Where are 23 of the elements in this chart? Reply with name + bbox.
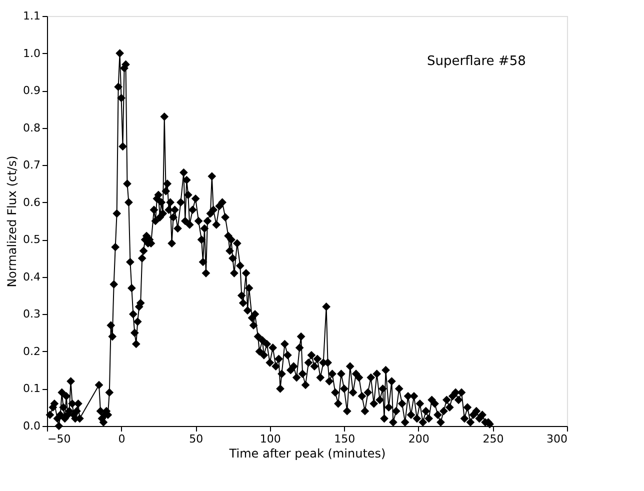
x-tick-label: 300: [546, 432, 568, 446]
x-axis-title: Time after peak (minutes): [228, 446, 386, 460]
x-tick-label: 100: [260, 432, 281, 446]
y-tick-label: 0.6: [23, 196, 40, 209]
x-tick-label: −50: [48, 432, 71, 446]
y-tick-label: 0.9: [23, 84, 40, 98]
y-tick-label: 0.2: [23, 344, 40, 358]
y-axis-title: Normalized Flux (ct/s): [5, 156, 20, 288]
y-tick-label: 0.4: [23, 270, 40, 284]
y-tick-label: 0.3: [23, 308, 40, 321]
y-tick-label: 0.1: [23, 382, 40, 396]
y-tick-label: 0.7: [23, 158, 40, 172]
annotation: Superflare #58: [427, 54, 526, 69]
x-tick-label: 250: [482, 432, 504, 446]
x-tick-label: 150: [334, 432, 356, 446]
x-tick-label: 200: [408, 432, 430, 446]
y-tick-label: 0.8: [23, 121, 40, 134]
x-tick-label: 50: [189, 432, 204, 446]
y-tick-label: 1.1: [23, 10, 40, 22]
x-tick-label: 0: [118, 432, 126, 446]
y-tick-label: 0.0: [23, 420, 40, 432]
y-tick-label: 1.0: [23, 46, 40, 60]
y-tick-label: 0.5: [23, 233, 40, 246]
